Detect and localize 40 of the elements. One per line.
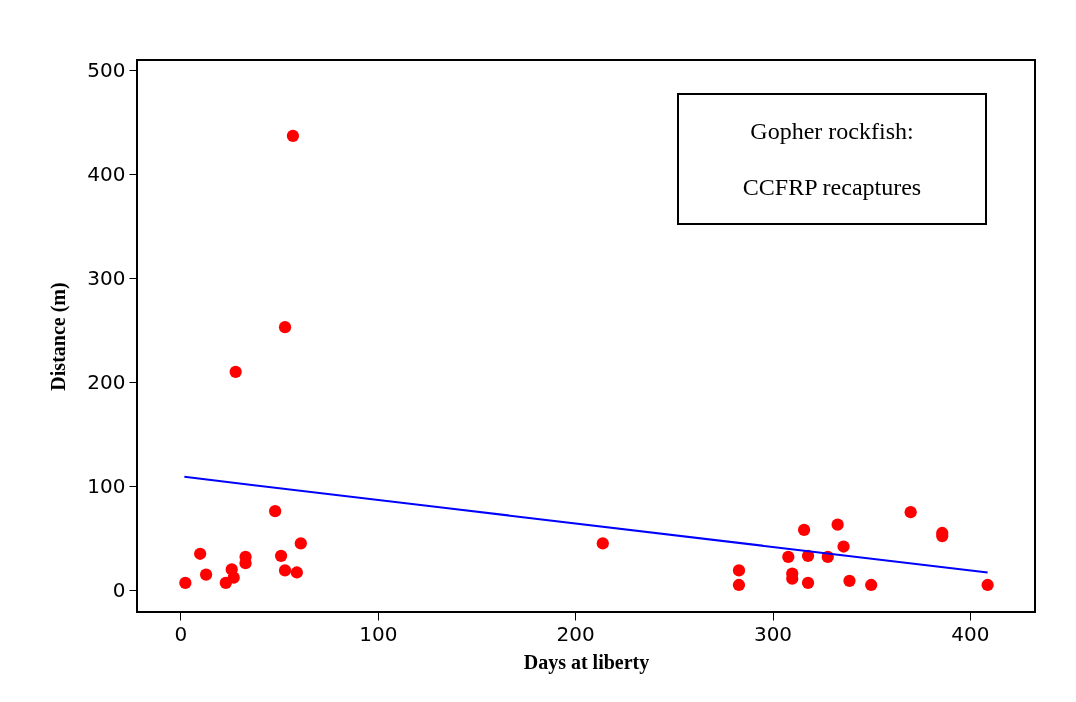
point: [837, 540, 850, 553]
annotation: Gopher rockfish:: [749, 117, 915, 145]
x-tick-label: 400: [951, 621, 990, 646]
point: [286, 129, 300, 142]
point: [865, 578, 878, 592]
point: [290, 566, 303, 579]
point: [732, 564, 746, 577]
point: [179, 576, 192, 589]
point: [269, 505, 282, 518]
x-tick-label: 300: [753, 621, 793, 646]
point: [782, 550, 795, 564]
point: [229, 365, 242, 378]
y-axis-title: Distance (m): [47, 282, 71, 391]
x-tick-label: 0: [174, 621, 188, 646]
point: [801, 576, 815, 589]
x-tick-label: 100: [359, 621, 398, 646]
point: [904, 506, 917, 519]
point: [294, 537, 307, 550]
x-tick-label: 200: [556, 621, 595, 646]
point: [278, 321, 292, 334]
point: [194, 547, 207, 560]
y-tick-label: 0: [112, 577, 126, 602]
annotation: CCFRP recaptures: [741, 173, 923, 201]
y-tick-label: 400: [87, 161, 126, 186]
point: [199, 568, 213, 581]
point: [797, 523, 811, 536]
point: [831, 518, 844, 531]
point: [274, 549, 288, 562]
point: [732, 578, 746, 592]
point: [981, 578, 994, 592]
text-box: Gopher rockfish: CCFRP recaptures: [677, 93, 987, 225]
y-tick-label: 200: [87, 369, 126, 394]
point: [843, 574, 856, 587]
point: [278, 564, 292, 577]
y-tick-label: 300: [87, 265, 126, 290]
point: [227, 571, 240, 584]
point: [596, 537, 609, 550]
x-axis-title: Days at liberty: [523, 650, 650, 674]
y-tick-label: 100: [87, 473, 126, 498]
y-tick-label: 500: [87, 57, 126, 82]
